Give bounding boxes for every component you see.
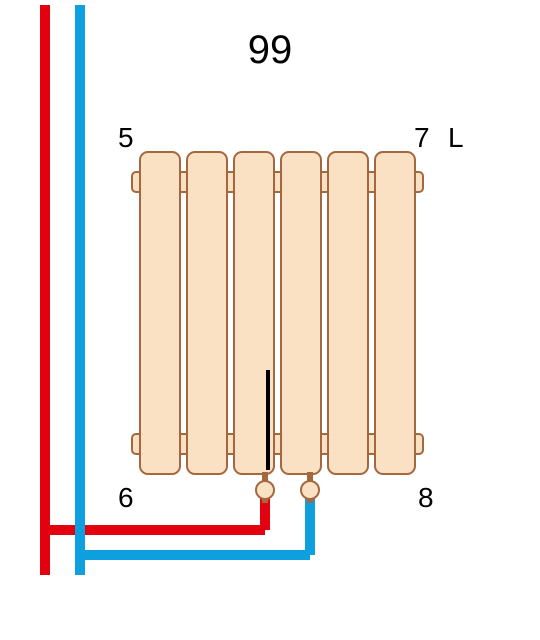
radiator-column <box>187 152 227 474</box>
valve-cold <box>301 481 319 499</box>
radiator <box>132 152 423 503</box>
radiator-column <box>281 152 321 474</box>
diagram-svg <box>0 0 540 640</box>
radiator-column <box>140 152 180 474</box>
radiator-column <box>328 152 368 474</box>
diagram-canvas: 99 5 7 L 6 8 <box>0 0 540 640</box>
valve-hot <box>256 481 274 499</box>
radiator-column <box>375 152 415 474</box>
